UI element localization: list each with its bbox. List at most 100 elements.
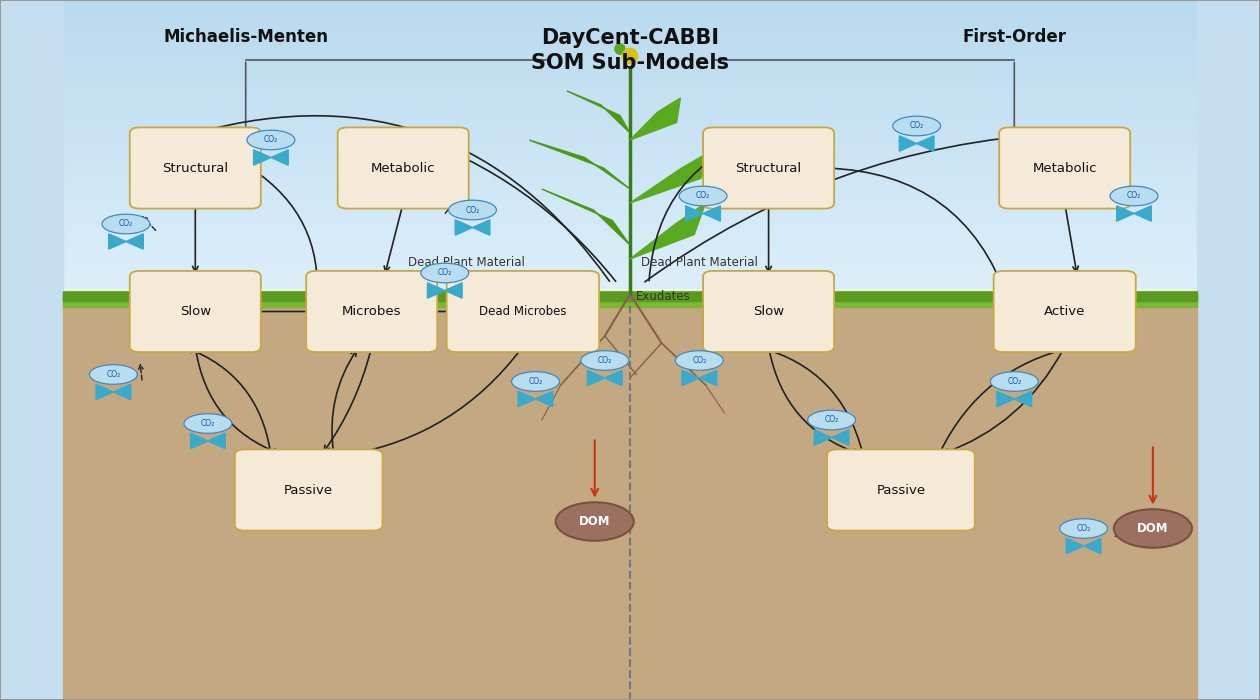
Bar [0,164,1260,171]
Bar [0,64,1260,71]
Bar [0,100,1260,106]
Ellipse shape [581,351,629,370]
Ellipse shape [892,116,941,136]
Bar [0,182,1260,188]
FancyArrowPatch shape [331,350,357,452]
Polygon shape [587,370,605,386]
Polygon shape [208,433,226,449]
Bar [0,230,1260,235]
FancyArrowPatch shape [324,349,370,452]
Bar [0,24,1260,29]
Text: CO₂: CO₂ [528,377,543,386]
Bar [0,76,1260,83]
Text: Michaelis-Menten: Michaelis-Menten [164,28,328,46]
Bar [0,276,1260,282]
Bar [0,176,1260,182]
Bar [0,270,1260,276]
Bar [0,88,1260,94]
Bar [0,106,1260,112]
Bar [0,188,1260,194]
Text: Metabolic: Metabolic [1032,162,1097,174]
Text: Metabolic: Metabolic [370,162,436,174]
Ellipse shape [89,365,137,384]
FancyArrowPatch shape [827,168,1008,300]
Text: CO₂: CO₂ [106,370,121,379]
Polygon shape [96,384,113,400]
Text: CO₂: CO₂ [263,136,278,144]
Polygon shape [605,370,622,386]
Polygon shape [917,136,934,151]
Bar [0,0,63,700]
Text: DayCent-CABBI
SOM Sub-Models: DayCent-CABBI SOM Sub-Models [530,28,730,73]
Polygon shape [271,150,289,165]
Polygon shape [630,203,706,259]
Ellipse shape [247,130,295,150]
Polygon shape [682,370,699,386]
Ellipse shape [622,48,638,64]
Polygon shape [703,206,721,221]
Polygon shape [529,140,630,189]
Text: CO₂: CO₂ [1007,377,1022,386]
FancyBboxPatch shape [446,271,600,352]
Bar [0,171,1260,176]
Bar [63,291,1197,307]
Text: Slow: Slow [753,305,784,318]
Text: CO₂: CO₂ [692,356,707,365]
FancyArrowPatch shape [200,116,610,281]
FancyBboxPatch shape [130,271,261,352]
Polygon shape [997,391,1014,407]
Text: Structural: Structural [736,162,801,174]
Text: Active: Active [1045,305,1085,318]
Bar [0,123,1260,130]
Polygon shape [472,220,490,235]
Ellipse shape [808,410,856,430]
Text: CO₂: CO₂ [696,192,711,200]
Bar [0,223,1260,230]
Ellipse shape [184,414,232,433]
Polygon shape [832,430,849,445]
Ellipse shape [1060,519,1108,538]
Text: Dead Microbes: Dead Microbes [479,305,567,318]
Text: Slow: Slow [180,305,210,318]
FancyBboxPatch shape [827,449,975,531]
Ellipse shape [556,503,634,540]
Polygon shape [113,384,131,400]
FancyBboxPatch shape [234,449,383,531]
Bar [0,194,1260,200]
Text: Dead Plant Material: Dead Plant Material [641,256,757,269]
Text: CO₂: CO₂ [465,206,480,214]
Bar [0,265,1260,270]
Ellipse shape [675,351,723,370]
Bar [0,282,1260,288]
Ellipse shape [449,200,496,220]
Polygon shape [190,433,208,449]
Bar [0,135,1260,141]
Text: CO₂: CO₂ [1126,192,1142,200]
FancyBboxPatch shape [994,271,1135,352]
Text: Passive: Passive [285,484,333,496]
Polygon shape [253,150,271,165]
Bar [0,259,1260,265]
Bar [0,253,1260,259]
Bar [0,200,1260,206]
Bar [0,83,1260,88]
Text: Dead Plant Material: Dead Plant Material [408,256,524,269]
FancyArrowPatch shape [186,347,271,452]
Bar [63,292,1197,301]
Polygon shape [536,391,553,407]
FancyArrowPatch shape [195,349,280,454]
Text: CO₂: CO₂ [1076,524,1091,533]
Ellipse shape [102,214,150,234]
Ellipse shape [679,186,727,206]
Polygon shape [126,234,144,249]
Text: CO₂: CO₂ [200,419,215,428]
Text: Microbes: Microbes [341,305,402,318]
Bar [0,159,1260,164]
Polygon shape [630,147,718,203]
Polygon shape [445,283,462,298]
Text: DOM: DOM [1138,522,1169,535]
Text: Exudates: Exudates [636,290,690,304]
FancyBboxPatch shape [999,127,1130,209]
Bar [0,241,1260,247]
Bar [0,71,1260,76]
